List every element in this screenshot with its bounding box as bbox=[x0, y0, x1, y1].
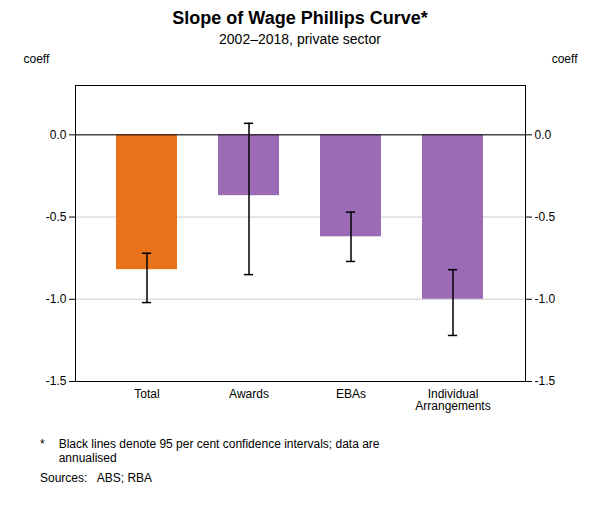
svg-text:EBAs: EBAs bbox=[336, 387, 366, 401]
svg-text:-1.0: -1.0 bbox=[46, 292, 67, 306]
html-text:Black lines denote 95 per cent: Black lines denote 95 per cent confidenc… bbox=[58, 437, 380, 465]
html-text:Slope of Wage Phillips Curve*: Slope of Wage Phillips Curve* bbox=[172, 8, 428, 28]
svg-text:-1.5: -1.5 bbox=[46, 374, 67, 388]
html-text:2002–2018, private sector: 2002–2018, private sector bbox=[219, 31, 381, 47]
svg-text:IndividualArrangements: IndividualArrangements bbox=[415, 387, 490, 413]
svg-text:Total: Total bbox=[134, 387, 159, 401]
svg-text:Awards: Awards bbox=[229, 387, 269, 401]
svg-text:0.0: 0.0 bbox=[50, 128, 67, 142]
svg-text:0.0: 0.0 bbox=[535, 128, 552, 142]
svg-text:coeff: coeff bbox=[24, 52, 50, 66]
svg-text:coeff: coeff bbox=[552, 52, 578, 66]
html-text:Sources: ABS; RBA: Sources: ABS; RBA bbox=[40, 471, 153, 485]
svg-text:-1.0: -1.0 bbox=[535, 292, 556, 306]
svg-text:-0.5: -0.5 bbox=[535, 210, 556, 224]
svg-text:-0.5: -0.5 bbox=[46, 210, 67, 224]
svg-text:-1.5: -1.5 bbox=[535, 374, 556, 388]
